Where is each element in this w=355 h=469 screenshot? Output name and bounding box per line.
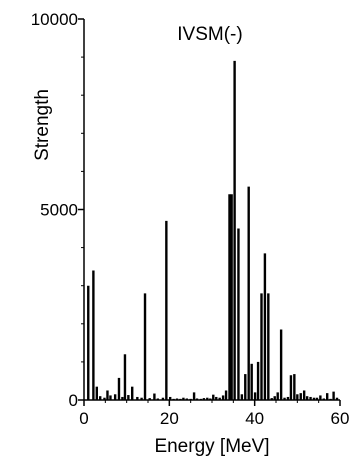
y-axis-label: Strength	[32, 89, 53, 161]
bars-layer	[87, 60, 339, 400]
y-tick-label: 5000	[40, 201, 78, 220]
axes-layer	[83, 19, 340, 401]
x-axis-label: Energy [MeV]	[154, 436, 269, 457]
x-tick-label: 40	[245, 409, 264, 428]
chart-title: IVSM(-)	[177, 24, 242, 45]
x-tick-label: 60	[331, 409, 350, 428]
x-tick-label: 0	[79, 409, 88, 428]
y-tick-label: 10000	[31, 10, 78, 29]
y-tick-label: 0	[69, 391, 78, 410]
labels-layer: IVSM(-) Energy [MeV] Strength	[32, 24, 270, 457]
ticks-layer: 0 5000 10000 0 20 40 60	[31, 10, 350, 428]
x-tick-label: 20	[160, 409, 179, 428]
